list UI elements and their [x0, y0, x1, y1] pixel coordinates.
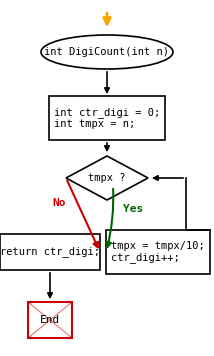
Text: int DigiCount(int n): int DigiCount(int n): [45, 47, 169, 57]
Text: tmpx = tmpx/10;
ctr_digi++;: tmpx = tmpx/10; ctr_digi++;: [111, 241, 205, 263]
Text: End: End: [40, 315, 60, 325]
Text: int ctr_digi = 0;
int tmpx = n;: int ctr_digi = 0; int tmpx = n;: [54, 107, 160, 129]
Text: tmpx ?: tmpx ?: [88, 173, 126, 183]
Text: No: No: [52, 198, 65, 208]
Text: Yes: Yes: [123, 204, 143, 214]
Text: return ctr_digi;: return ctr_digi;: [0, 247, 100, 257]
